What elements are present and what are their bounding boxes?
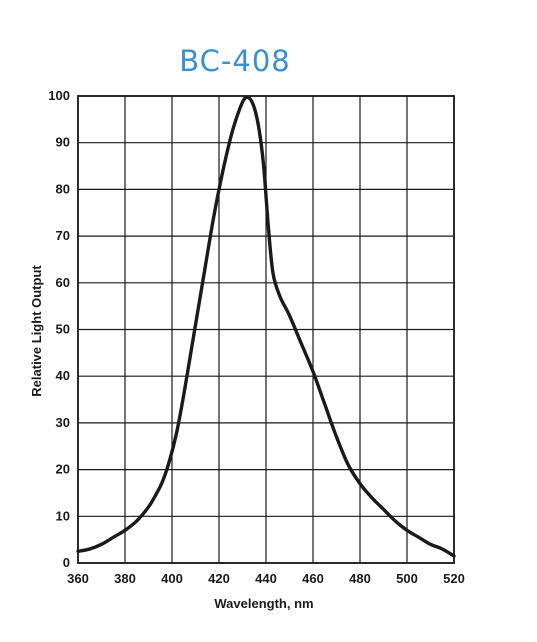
y-tick-label: 90 [56,135,70,150]
y-tick-label: 20 [56,462,70,477]
y-tick-label: 60 [56,275,70,290]
y-axis-label: Relative Light Output [29,265,44,397]
x-tick-label: 500 [396,571,418,586]
x-tick-label: 520 [443,571,465,586]
y-tick-label: 0 [63,555,70,570]
x-tick-labels: 360 380 400 420 440 460 480 500 520 [67,571,465,586]
y-tick-label: 30 [56,415,70,430]
y-tick-label: 100 [48,88,70,103]
grid [77,95,455,564]
y-tick-labels: 0 10 20 30 40 50 60 70 80 90 100 [48,88,70,570]
x-tick-label: 460 [302,571,324,586]
x-tick-label: 400 [161,571,183,586]
plot-frame [77,95,455,564]
series-line [76,95,456,558]
y-tick-label: 50 [56,322,70,337]
series-layer [76,95,456,558]
x-tick-label: 480 [349,571,371,586]
x-axis-label: Wavelength, nm [214,596,313,611]
x-tick-label: 380 [114,571,136,586]
chart-title: BC-408 [179,44,291,78]
x-tick-label: 360 [67,571,89,586]
y-tick-label: 40 [56,368,70,383]
y-tick-label: 70 [56,228,70,243]
y-tick-label: 80 [56,181,70,196]
x-tick-label: 420 [208,571,230,586]
y-tick-label: 10 [56,508,70,523]
x-tick-label: 440 [255,571,277,586]
